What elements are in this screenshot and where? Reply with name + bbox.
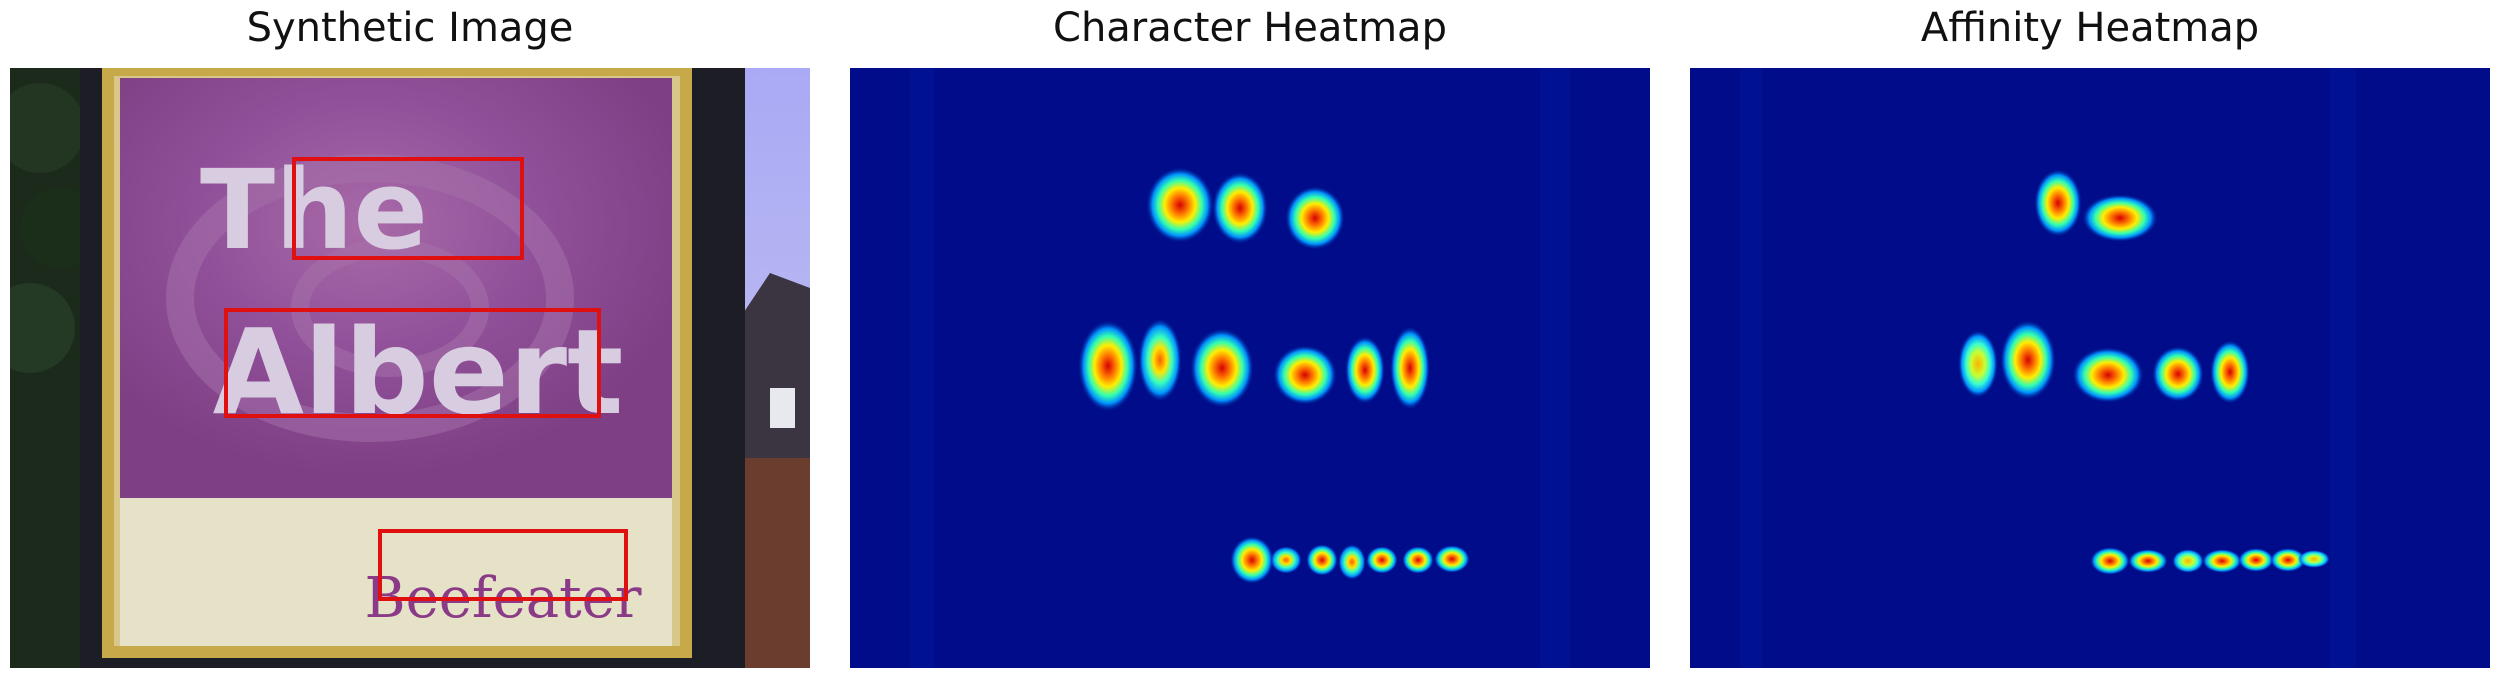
bbox-albert (224, 308, 601, 418)
affinity-blob (2000, 320, 2056, 400)
char-blob (1230, 536, 1274, 584)
word-the: The (200, 146, 428, 274)
affinity-blob (2090, 547, 2130, 575)
character-heatmap-title: Character Heatmap (1053, 5, 1447, 51)
affinity-blob (1958, 330, 1998, 398)
char-blob (1138, 318, 1182, 402)
synthetic-image: The Albert Beefeater (10, 68, 810, 668)
affinity-blob (2128, 549, 2168, 573)
synthetic-image-title: Synthetic Image (246, 5, 574, 51)
affinity-blob (2210, 340, 2250, 404)
char-blob (1366, 546, 1398, 574)
char-blob (1434, 545, 1470, 573)
affinity-blob (2238, 548, 2274, 572)
char-blob (1146, 167, 1214, 243)
affinity-blob (2202, 549, 2242, 573)
character-heatmap (850, 68, 1650, 668)
synthetic-image-panel: The Albert Beefeater (10, 68, 810, 668)
char-blob (1273, 345, 1337, 405)
affinity-heatmap-title: Affinity Heatmap (1920, 5, 2260, 51)
word-albert: Albert (213, 303, 624, 441)
affinity-blob (2172, 549, 2204, 573)
affinity-blob (2152, 346, 2204, 402)
bbox-the (292, 157, 524, 260)
char-blob (1190, 328, 1254, 408)
affinity-blob (2034, 169, 2082, 237)
char-blob (1285, 186, 1345, 250)
char-blob (1270, 546, 1302, 574)
bbox-beefeater (378, 529, 628, 601)
affinity-heatmap-panel (1690, 68, 2490, 668)
char-blob (1212, 172, 1268, 244)
affinity-blob (2270, 548, 2306, 572)
char-blob (1338, 544, 1366, 580)
char-blob (1306, 544, 1338, 576)
affinity-blob (2082, 194, 2158, 242)
character-heatmap-panel (850, 68, 1650, 668)
char-blob (1390, 326, 1430, 410)
char-blob (1402, 546, 1434, 574)
char-blob (1345, 336, 1385, 404)
affinity-heatmap (1690, 68, 2490, 668)
affinity-blob (2298, 550, 2330, 568)
char-blob (1078, 320, 1138, 412)
sign-cream-panel (120, 498, 672, 646)
affinity-blob (2072, 347, 2144, 403)
